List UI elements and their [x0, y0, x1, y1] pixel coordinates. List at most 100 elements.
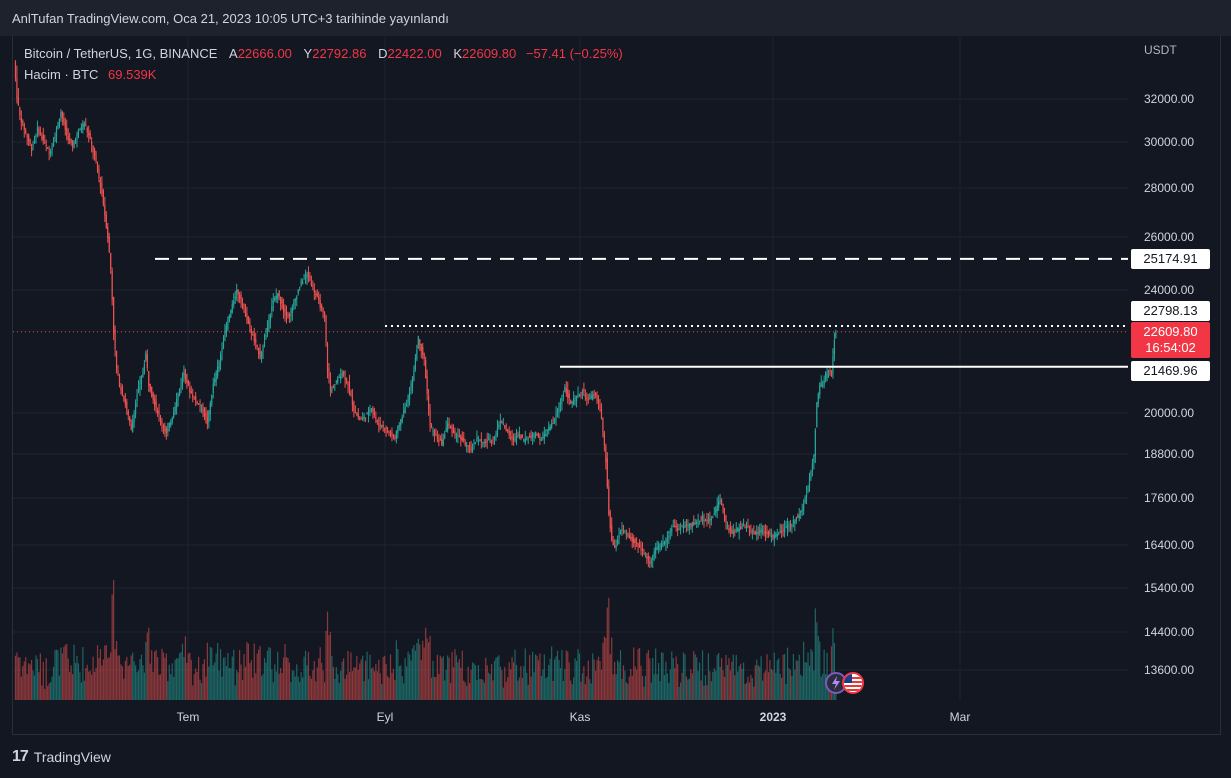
current-price-tag[interactable]: 22609.80 16:54:02 [1131, 322, 1210, 358]
volume-bar [384, 655, 386, 700]
current-price-value: 22609.80 [1143, 324, 1198, 339]
candle-body [529, 435, 531, 438]
candle-body [186, 374, 188, 383]
candle-body [367, 409, 370, 415]
volume-bar [170, 674, 172, 700]
volume-bar [823, 649, 825, 700]
volume-bar [704, 674, 707, 700]
volume-bar [392, 668, 395, 700]
candle-body [637, 543, 639, 547]
volume-bar [803, 641, 805, 700]
volume-label[interactable]: Hacim · BTC [24, 67, 99, 82]
volume-bar [542, 669, 544, 700]
candle-body [808, 477, 811, 489]
candle-body [26, 134, 28, 138]
volume-bar [287, 658, 289, 700]
volume-bar [536, 655, 538, 700]
volume-bar [495, 657, 497, 700]
volume-value: 69.539K [108, 67, 157, 82]
volume-bar [441, 657, 443, 700]
volume-bar [609, 654, 611, 700]
volume-bar [360, 659, 362, 700]
candle-body [634, 539, 636, 543]
volume-bar [713, 668, 715, 700]
candle-body [508, 431, 510, 436]
candle-body [127, 411, 129, 416]
candle-body [578, 394, 581, 397]
candle-body [199, 404, 201, 406]
support-price-tag[interactable]: 21469.96 [1131, 361, 1210, 381]
candle-body [699, 520, 701, 522]
us-flag-event-icon[interactable] [842, 672, 864, 694]
candle-body [647, 555, 649, 560]
volume-bar [455, 655, 458, 700]
candle-body [253, 334, 255, 342]
volume-bar [684, 654, 686, 700]
volume-bar [492, 680, 494, 700]
volume-bar [149, 663, 151, 700]
volume-bar [811, 651, 814, 700]
horizontal-levels[interactable] [13, 257, 1128, 368]
candle-body [524, 438, 526, 443]
candle-body [225, 326, 228, 334]
candle-body [763, 532, 765, 534]
candle-body [779, 530, 781, 533]
volume-bar [246, 642, 248, 700]
candle-body [326, 343, 329, 371]
tradingview-logo[interactable]: 17 TradingView [12, 748, 111, 766]
volume-bar [187, 653, 189, 700]
volume-bar [754, 665, 756, 700]
candle-body [114, 330, 116, 350]
volume-bar [403, 683, 405, 700]
volume-bar [36, 658, 39, 700]
volume-bar [489, 674, 491, 700]
volume-bar [268, 647, 270, 700]
candle-body [260, 351, 263, 359]
candle-body [571, 401, 573, 404]
volume-bar [461, 650, 463, 700]
volume-bar [586, 676, 588, 700]
volume-bar [483, 682, 485, 700]
candle-body [728, 528, 730, 532]
resistance-price-tag[interactable]: 25174.91 [1131, 249, 1210, 269]
candle-body [429, 409, 431, 427]
candle-body [830, 370, 833, 377]
candle-body [378, 423, 380, 425]
volume-bar [499, 666, 501, 700]
volume-bar [490, 664, 493, 700]
candle-body [274, 297, 276, 301]
volume-legend[interactable]: Hacim · BTC 69.539K [24, 67, 156, 82]
candle-body [341, 373, 343, 376]
volume-bar [744, 684, 746, 700]
candle-body [621, 528, 623, 531]
volume-bar [473, 663, 475, 700]
volume-bar [628, 676, 630, 700]
candle-body [568, 393, 570, 399]
candle-body [86, 128, 88, 132]
price-axis[interactable]: 32000.00 30000.00 28000.00 26000.00 24000.00… [1144, 92, 1194, 677]
volume-bar [92, 656, 94, 700]
candle-body [356, 414, 358, 416]
symbol-legend[interactable]: Bitcoin / TetherUS, 1G, BINANCE A22666.0… [24, 46, 623, 61]
volume-bar [55, 649, 58, 700]
candle-body [803, 503, 805, 511]
candle-body [660, 544, 663, 548]
volume-bar [650, 682, 652, 700]
volume-bar [96, 645, 99, 700]
candle-body [581, 392, 584, 395]
candle-body [33, 138, 36, 142]
time-tick-label: Tem [177, 710, 200, 724]
time-axis[interactable]: Tem Eyl Kas 2023 Mar [177, 710, 971, 724]
candle-body [545, 433, 547, 437]
symbol-name[interactable]: Bitcoin / TetherUS, 1G, BINANCE [24, 46, 218, 61]
high-line-price-tag[interactable]: 22798.13 [1131, 301, 1210, 321]
volume-bar [199, 679, 201, 700]
volume-bar [237, 672, 239, 700]
volume-bar [239, 650, 241, 700]
candle-body [196, 401, 198, 404]
volume-bar [643, 686, 645, 700]
volume-bar [750, 674, 752, 700]
volume-bar [397, 648, 399, 700]
volume-bar [117, 655, 119, 700]
